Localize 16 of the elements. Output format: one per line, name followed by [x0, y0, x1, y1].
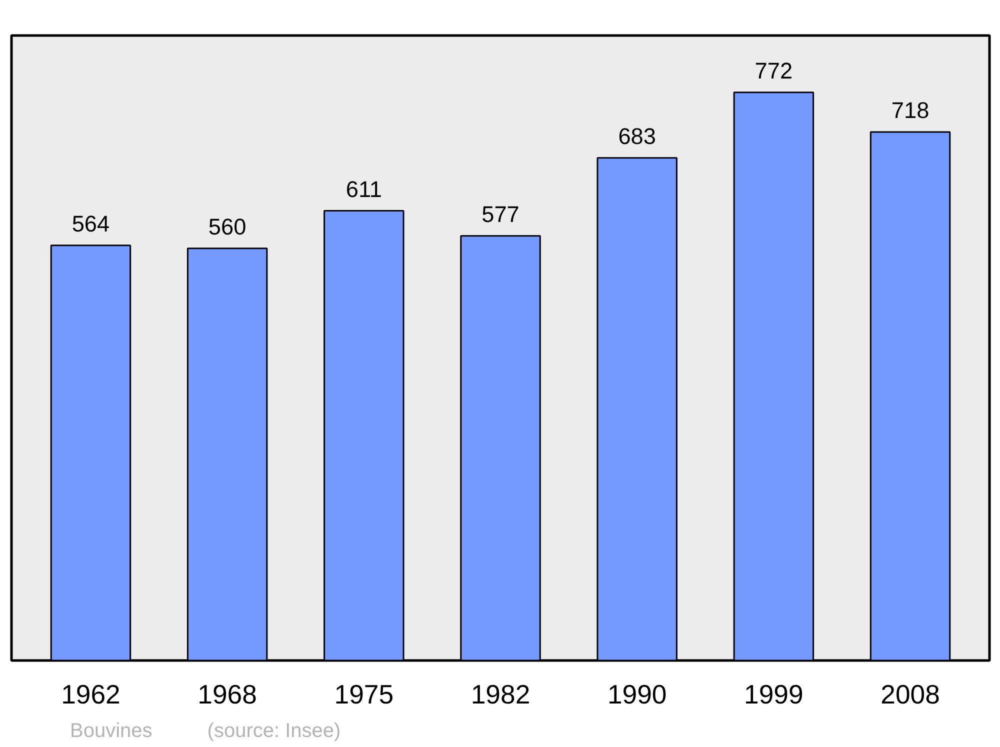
data-label: 772	[754, 57, 793, 84]
data-label: 611	[346, 176, 382, 202]
data-label: 577	[482, 200, 520, 227]
data-label: 683	[618, 122, 656, 149]
x-tick-label: 1990	[607, 680, 667, 710]
x-tick-label: 1999	[744, 680, 804, 710]
x-tick-label: 1982	[470, 680, 530, 710]
data-label: 560	[208, 213, 246, 240]
x-tick-label: 1962	[61, 680, 120, 710]
x-tick-label: 1968	[198, 680, 257, 710]
text: (source: Insee)	[207, 719, 341, 744]
x-tick-label: 2008	[880, 680, 940, 710]
data-label: 718	[891, 97, 930, 124]
x-tick-label: 1975	[334, 680, 394, 710]
text: Bouvines	[70, 719, 152, 744]
data-label: 564	[72, 210, 110, 236]
